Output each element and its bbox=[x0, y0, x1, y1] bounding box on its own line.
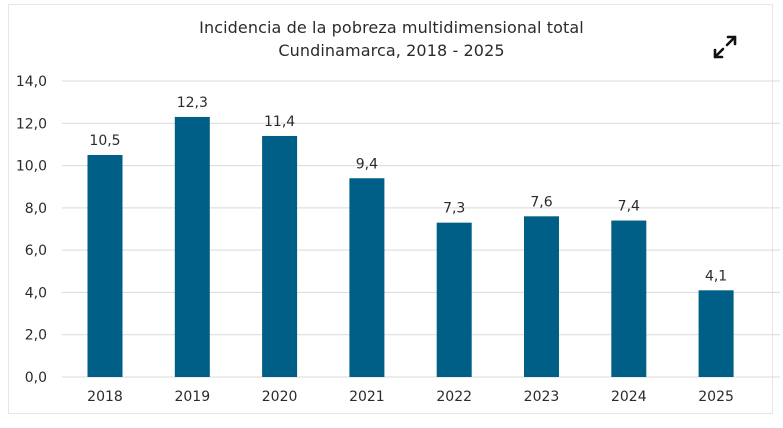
chart-title-line-1: Incidencia de la pobreza multidimensiona… bbox=[199, 18, 584, 37]
bar-2025 bbox=[698, 290, 734, 377]
bar-2019 bbox=[174, 116, 210, 377]
x-tick-label: 2021 bbox=[349, 389, 385, 405]
x-tick-label: 2018 bbox=[87, 389, 123, 405]
bar-2024 bbox=[611, 220, 647, 377]
y-tick-label: 0,0 bbox=[25, 370, 47, 386]
data-label: 11,4 bbox=[264, 114, 295, 130]
bar-2021 bbox=[349, 178, 385, 377]
bar-2022 bbox=[436, 222, 472, 377]
y-tick-label: 10,0 bbox=[16, 159, 47, 175]
expand-button[interactable] bbox=[703, 25, 747, 69]
data-label: 7,6 bbox=[530, 194, 552, 210]
data-label: 4,1 bbox=[705, 268, 727, 284]
chart-title-line-2: Cundinamarca, 2018 - 2025 bbox=[278, 41, 505, 60]
x-tick-label: 2020 bbox=[262, 389, 298, 405]
y-tick-label: 4,0 bbox=[25, 285, 47, 301]
expand-icon bbox=[713, 35, 737, 59]
data-label: 7,4 bbox=[618, 199, 640, 215]
bar-2018 bbox=[87, 155, 123, 377]
x-tick-label: 2019 bbox=[174, 389, 210, 405]
y-tick-label: 6,0 bbox=[25, 243, 47, 259]
x-tick-label: 2025 bbox=[698, 389, 734, 405]
bar-2023 bbox=[524, 216, 559, 377]
y-tick-label: 8,0 bbox=[25, 201, 47, 217]
y-tick-label: 14,0 bbox=[16, 74, 47, 90]
data-label: 7,3 bbox=[443, 201, 465, 217]
data-label: 9,4 bbox=[356, 156, 378, 172]
data-label: 12,3 bbox=[177, 95, 208, 111]
data-label: 10,5 bbox=[89, 133, 120, 149]
x-tick-label: 2022 bbox=[436, 389, 472, 405]
bar-2020 bbox=[262, 135, 298, 377]
y-tick-label: 12,0 bbox=[16, 116, 47, 132]
x-tick-label: 2024 bbox=[611, 389, 647, 405]
y-tick-label: 2,0 bbox=[25, 328, 47, 344]
x-tick-label: 2023 bbox=[524, 389, 560, 405]
